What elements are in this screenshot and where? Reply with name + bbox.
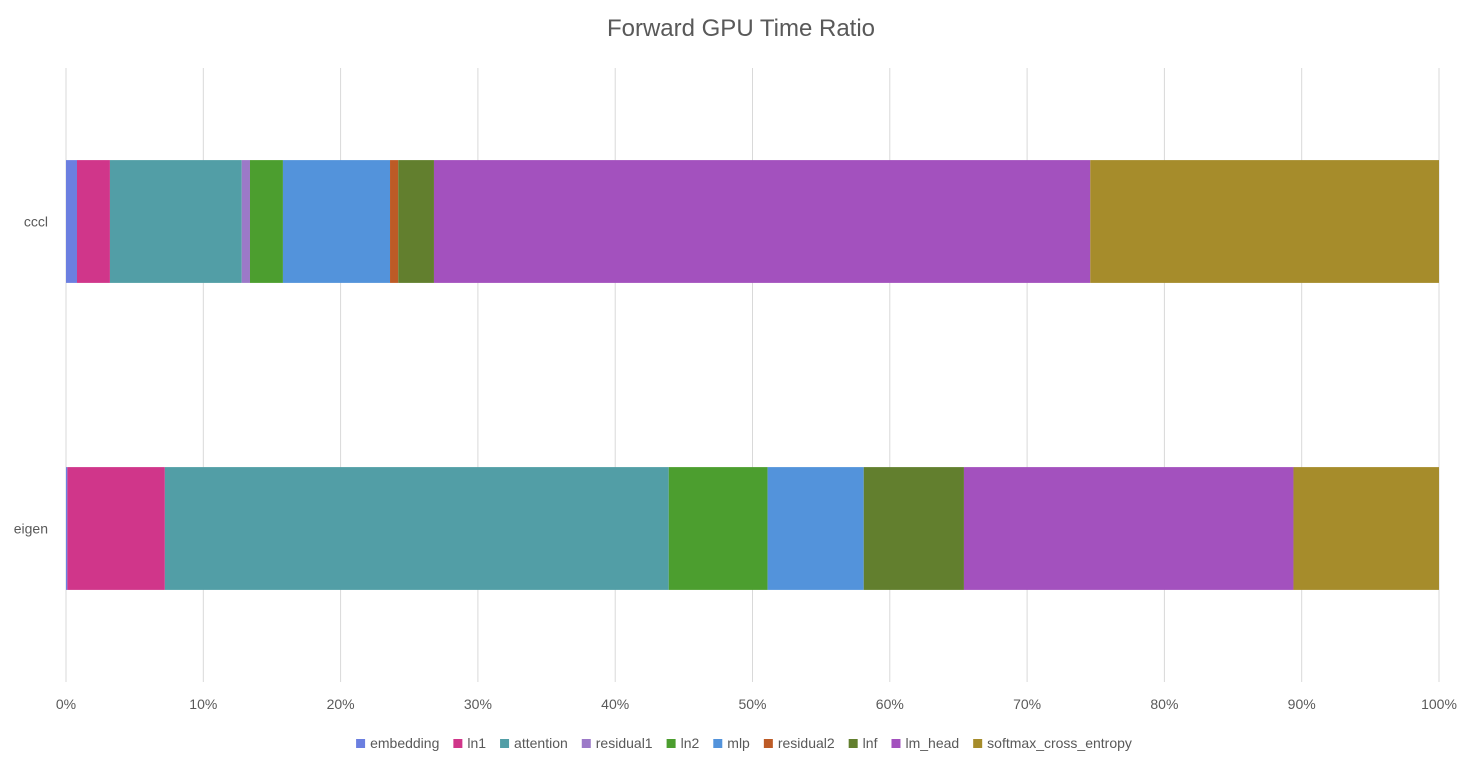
legend-label: lnf [863, 735, 878, 751]
legend-swatch [848, 739, 858, 748]
legend-item: ln2 [666, 735, 700, 751]
legend-item: lm_head [891, 735, 959, 751]
bar-segment-ln2-eigen [668, 467, 768, 590]
x-tick-label: 10% [189, 696, 217, 712]
bar-segment-embedding-eigen [66, 467, 68, 590]
bar-segment-mlp-cccl [282, 160, 391, 283]
bar-segment-attention-eigen [164, 467, 669, 590]
x-tick-label: 80% [1150, 696, 1178, 712]
legend-swatch [356, 739, 366, 748]
legend-swatch [581, 739, 591, 748]
x-tick-label: 30% [464, 696, 492, 712]
bar-segment-ln1-eigen [67, 467, 165, 590]
legend-label: lm_head [905, 735, 959, 751]
bar-segment-ln2-cccl [249, 160, 283, 283]
legend-item: residual1 [581, 735, 653, 751]
x-tick-label: 100% [1421, 696, 1457, 712]
legend-item: mlp [713, 735, 750, 751]
legend-swatch [763, 739, 773, 748]
legend-swatch [713, 739, 723, 748]
bar-segment-ln1-cccl [76, 160, 110, 283]
legend-label: residual2 [778, 735, 835, 751]
x-axis-ticks: 0% 10% 20% 30% 40% 50% 60% 70% 80% 90% 100% [56, 696, 1457, 712]
legend-swatch [666, 739, 676, 748]
legend-item: embedding [356, 735, 439, 751]
category-label: eigen [14, 521, 48, 537]
legend-label: softmax_cross_entropy [987, 735, 1132, 751]
legend-label: ln1 [467, 735, 486, 751]
x-tick-label: 40% [601, 696, 629, 712]
legend-label: embedding [370, 735, 439, 751]
legend-item: attention [500, 735, 568, 751]
bar-segment-residual1-cccl [241, 160, 250, 283]
x-tick-label: 0% [56, 696, 76, 712]
x-tick-label: 60% [876, 696, 904, 712]
bar-segment-softmax_cross_entropy-cccl [1090, 160, 1439, 283]
bar-segment-mlp-eigen [767, 467, 864, 590]
category-labels: cccl eigen [14, 214, 48, 537]
x-tick-label: 70% [1013, 696, 1041, 712]
bar-segment-softmax_cross_entropy-eigen [1293, 467, 1439, 590]
bar-segment-lnf-cccl [398, 160, 434, 283]
legend: embedding ln1 attention residual1 ln2 mlp resi… [356, 735, 1132, 751]
chart-title: Forward GPU Time Ratio [607, 15, 875, 42]
bar-segment-lm_head-cccl [433, 160, 1091, 283]
legend-item: softmax_cross_entropy [973, 735, 1132, 751]
bars [66, 160, 1439, 590]
bar-segment-lm_head-eigen [963, 467, 1294, 590]
legend-swatch [891, 739, 901, 748]
category-label: cccl [24, 214, 48, 230]
bar-segment-residual2-cccl [390, 160, 399, 283]
legend-swatch [453, 739, 463, 748]
legend-label: ln2 [681, 735, 700, 751]
x-tick-label: 50% [738, 696, 766, 712]
x-tick-label: 90% [1288, 696, 1316, 712]
legend-item: lnf [848, 735, 878, 751]
bar-segment-attention-cccl [109, 160, 242, 283]
legend-label: attention [514, 735, 568, 751]
legend-swatch [973, 739, 983, 748]
legend-swatch [500, 739, 510, 748]
legend-label: mlp [727, 735, 750, 751]
legend-item: residual2 [763, 735, 835, 751]
legend-item: ln1 [453, 735, 486, 751]
x-tick-label: 20% [327, 696, 355, 712]
bar-segment-lnf-eigen [863, 467, 964, 590]
legend-label: residual1 [596, 735, 653, 751]
bar-segment-embedding-cccl [66, 160, 77, 283]
